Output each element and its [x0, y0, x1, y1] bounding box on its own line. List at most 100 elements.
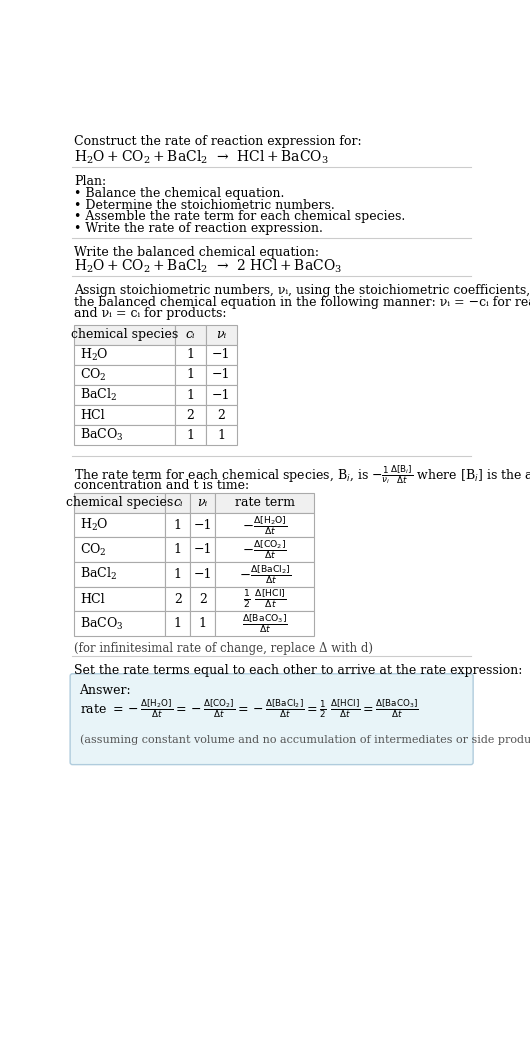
- Bar: [206, 325, 237, 345]
- Bar: [74, 493, 165, 513]
- Text: • Determine the stoichiometric numbers.: • Determine the stoichiometric numbers.: [74, 199, 335, 211]
- Bar: [190, 513, 215, 538]
- Bar: [215, 612, 314, 636]
- Bar: [175, 405, 206, 425]
- Text: $\mathregular{H_2O + CO_2 + BaCl_2}$  →  $\mathregular{HCl + BaCO_3}$: $\mathregular{H_2O + CO_2 + BaCl_2}$ → $…: [74, 149, 329, 166]
- Bar: [74, 612, 165, 636]
- Text: −1: −1: [212, 368, 231, 382]
- Bar: [215, 562, 314, 587]
- Bar: [215, 587, 314, 612]
- Text: cᵢ: cᵢ: [173, 496, 183, 509]
- Text: 1: 1: [174, 519, 182, 531]
- Text: $\frac{1}{2}\ \frac{\Delta[\mathrm{HCl}]}{\Delta t}$: $\frac{1}{2}\ \frac{\Delta[\mathrm{HCl}]…: [243, 588, 286, 610]
- Bar: [206, 385, 237, 405]
- Bar: [74, 538, 165, 562]
- Text: • Balance the chemical equation.: • Balance the chemical equation.: [74, 187, 285, 200]
- Text: • Assemble the rate term for each chemical species.: • Assemble the rate term for each chemic…: [74, 210, 405, 223]
- Bar: [165, 493, 190, 513]
- Text: $\mathregular{BaCl_2}$: $\mathregular{BaCl_2}$: [80, 566, 117, 583]
- Text: −1: −1: [212, 348, 231, 362]
- Bar: [165, 513, 190, 538]
- Text: νᵢ: νᵢ: [198, 496, 208, 509]
- Text: 1: 1: [174, 543, 182, 556]
- Text: 2: 2: [217, 409, 225, 422]
- Text: Answer:: Answer:: [78, 684, 130, 697]
- Text: −1: −1: [193, 568, 212, 581]
- Bar: [175, 425, 206, 445]
- Text: 2: 2: [187, 409, 194, 422]
- Text: chemical species: chemical species: [66, 496, 173, 509]
- Text: (assuming constant volume and no accumulation of intermediates or side products): (assuming constant volume and no accumul…: [80, 734, 530, 745]
- Bar: [215, 538, 314, 562]
- Text: Set the rate terms equal to each other to arrive at the rate expression:: Set the rate terms equal to each other t…: [74, 664, 523, 677]
- Bar: [165, 538, 190, 562]
- Text: −1: −1: [212, 388, 231, 402]
- Text: 1: 1: [186, 368, 195, 382]
- Bar: [165, 612, 190, 636]
- Text: Plan:: Plan:: [74, 175, 106, 188]
- Bar: [165, 587, 190, 612]
- Bar: [190, 612, 215, 636]
- Text: $\mathregular{BaCl_2}$: $\mathregular{BaCl_2}$: [80, 387, 117, 403]
- Bar: [190, 562, 215, 587]
- Text: −1: −1: [193, 543, 212, 556]
- Bar: [190, 538, 215, 562]
- Bar: [206, 345, 237, 365]
- Text: 1: 1: [217, 429, 225, 441]
- Text: chemical species: chemical species: [70, 328, 178, 341]
- Bar: [206, 425, 237, 445]
- Bar: [175, 345, 206, 365]
- Text: $\mathregular{BaCO_3}$: $\mathregular{BaCO_3}$: [80, 427, 123, 444]
- Text: $\mathregular{BaCO_3}$: $\mathregular{BaCO_3}$: [80, 616, 123, 632]
- Text: cᵢ: cᵢ: [186, 328, 195, 341]
- Text: 1: 1: [186, 429, 195, 441]
- Text: HCl: HCl: [80, 409, 105, 422]
- Bar: [190, 493, 215, 513]
- FancyBboxPatch shape: [70, 674, 473, 765]
- Text: Construct the rate of reaction expression for:: Construct the rate of reaction expressio…: [74, 135, 361, 147]
- Bar: [215, 493, 314, 513]
- Text: $\mathregular{CO_2}$: $\mathregular{CO_2}$: [80, 367, 107, 383]
- Text: 1: 1: [199, 617, 207, 630]
- Bar: [206, 365, 237, 385]
- Bar: [74, 513, 165, 538]
- Text: Assign stoichiometric numbers, νᵢ, using the stoichiometric coefficients, cᵢ, fr: Assign stoichiometric numbers, νᵢ, using…: [74, 285, 530, 297]
- Text: $-\frac{\Delta[\mathrm{H_2O}]}{\Delta t}$: $-\frac{\Delta[\mathrm{H_2O}]}{\Delta t}…: [242, 514, 287, 537]
- Text: rate term: rate term: [235, 496, 295, 509]
- Text: rate $= -\frac{\Delta[\mathrm{H_2O}]}{\Delta t} = -\frac{\Delta[\mathrm{CO_2}]}{: rate $= -\frac{\Delta[\mathrm{H_2O}]}{\D…: [80, 697, 419, 720]
- Text: 1: 1: [174, 568, 182, 581]
- Text: • Write the rate of reaction expression.: • Write the rate of reaction expression.: [74, 222, 323, 234]
- Text: $\mathregular{H_2O}$: $\mathregular{H_2O}$: [80, 347, 109, 363]
- Text: Write the balanced chemical equation:: Write the balanced chemical equation:: [74, 246, 319, 258]
- Text: $\frac{\Delta[\mathrm{BaCO_3}]}{\Delta t}$: $\frac{\Delta[\mathrm{BaCO_3}]}{\Delta t…: [242, 612, 288, 635]
- Text: HCl: HCl: [80, 593, 105, 606]
- Text: (for infinitesimal rate of change, replace Δ with d): (for infinitesimal rate of change, repla…: [74, 642, 373, 655]
- Bar: [74, 365, 175, 385]
- Text: $\mathregular{H_2O}$: $\mathregular{H_2O}$: [80, 517, 109, 533]
- Bar: [74, 325, 175, 345]
- Text: 2: 2: [174, 593, 182, 606]
- Bar: [190, 587, 215, 612]
- Text: the balanced chemical equation in the following manner: νᵢ = −cᵢ for reactants: the balanced chemical equation in the fo…: [74, 296, 530, 309]
- Bar: [74, 425, 175, 445]
- Bar: [74, 345, 175, 365]
- Bar: [74, 405, 175, 425]
- Text: 1: 1: [186, 348, 195, 362]
- Text: −1: −1: [193, 519, 212, 531]
- Bar: [175, 385, 206, 405]
- Text: $\mathregular{CO_2}$: $\mathregular{CO_2}$: [80, 542, 107, 558]
- Bar: [175, 365, 206, 385]
- Bar: [74, 385, 175, 405]
- Text: 2: 2: [199, 593, 207, 606]
- Text: $-\frac{\Delta[\mathrm{CO_2}]}{\Delta t}$: $-\frac{\Delta[\mathrm{CO_2}]}{\Delta t}…: [242, 539, 287, 562]
- Text: concentration and t is time:: concentration and t is time:: [74, 479, 249, 492]
- Bar: [175, 325, 206, 345]
- Bar: [206, 405, 237, 425]
- Bar: [165, 562, 190, 587]
- Text: and νᵢ = cᵢ for products:: and νᵢ = cᵢ for products:: [74, 308, 226, 320]
- Text: 1: 1: [174, 617, 182, 630]
- Text: $-\frac{\Delta[\mathrm{BaCl_2}]}{\Delta t}$: $-\frac{\Delta[\mathrm{BaCl_2}]}{\Delta …: [238, 563, 291, 586]
- Text: 1: 1: [186, 388, 195, 402]
- Text: The rate term for each chemical species, B$_i$, is $-\frac{1}{\nu_i}\frac{\Delta: The rate term for each chemical species,…: [74, 463, 530, 486]
- Bar: [74, 562, 165, 587]
